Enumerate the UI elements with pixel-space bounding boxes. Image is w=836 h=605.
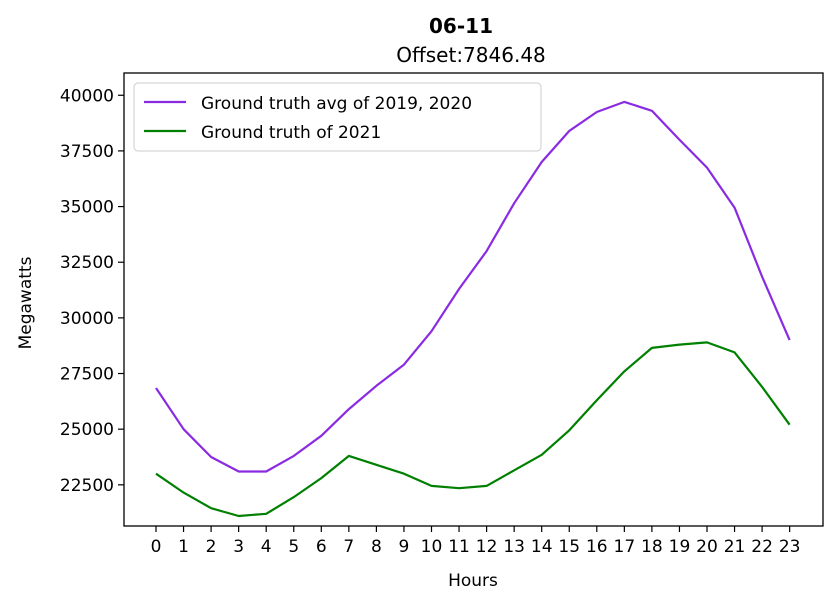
x-tick-label: 9	[399, 537, 410, 557]
y-tick-label: 40000	[60, 86, 114, 106]
series-lines	[155, 100, 791, 518]
x-tick-label: 22	[751, 537, 773, 557]
x-tick-label: 19	[669, 537, 691, 557]
x-axis-label: Hours	[448, 571, 498, 591]
x-tick-label: 17	[614, 537, 636, 557]
x-tick-label: 8	[371, 537, 382, 557]
x-tick-label: 21	[724, 537, 746, 557]
x-tick-label: 11	[448, 537, 470, 557]
y-tick-label: 37500	[60, 142, 114, 162]
x-tick-label: 2	[206, 537, 217, 557]
y-axis-label: Megawatts	[16, 256, 36, 349]
x-tick-label: 5	[288, 537, 299, 557]
x-tick-label: 0	[151, 537, 162, 557]
x-tick-label: 13	[503, 537, 525, 557]
x-tick-label: 15	[558, 537, 580, 557]
y-tick-label: 35000	[60, 198, 114, 218]
legend-label-avg: Ground truth avg of 2019, 2020	[201, 94, 472, 114]
x-tick-label: 4	[261, 537, 272, 557]
x-tick-label: 16	[586, 537, 608, 557]
x-axis: 0 1 2 3 4 5 6 7 8 9 10 11 12 13 14 15 16 17 18 19 20 21 22 23	[151, 526, 801, 557]
x-tick-label: 12	[476, 537, 498, 557]
y-axis: 22500 25000 27500 30000 32500 35000 37500 40000	[60, 86, 124, 496]
legend-box	[133, 82, 542, 152]
legend-label-2021: Ground truth of 2021	[201, 123, 381, 143]
plot-area-frame	[123, 72, 824, 527]
y-tick-label: 25000	[60, 420, 114, 440]
y-tick-label: 22500	[60, 476, 114, 496]
chart-title: 06-11	[429, 14, 493, 38]
x-tick-label: 3	[233, 537, 244, 557]
x-tick-label: 1	[178, 537, 189, 557]
x-tick-label: 23	[779, 537, 801, 557]
x-tick-label: 6	[316, 537, 327, 557]
x-tick-label: 18	[641, 537, 663, 557]
series-line-0	[155, 100, 791, 473]
y-tick-label: 32500	[60, 253, 114, 273]
y-tick-label: 30000	[60, 309, 114, 329]
x-tick-label: 7	[343, 537, 354, 557]
x-tick-label: 14	[531, 537, 553, 557]
series-line-1	[155, 341, 791, 518]
chart-subtitle: Offset:7846.48	[396, 43, 546, 67]
x-tick-label: 10	[421, 537, 443, 557]
legend: Ground truth avg of 2019, 2020 Ground tr…	[133, 82, 542, 152]
y-tick-label: 27500	[60, 365, 114, 385]
x-tick-label: 20	[696, 537, 718, 557]
